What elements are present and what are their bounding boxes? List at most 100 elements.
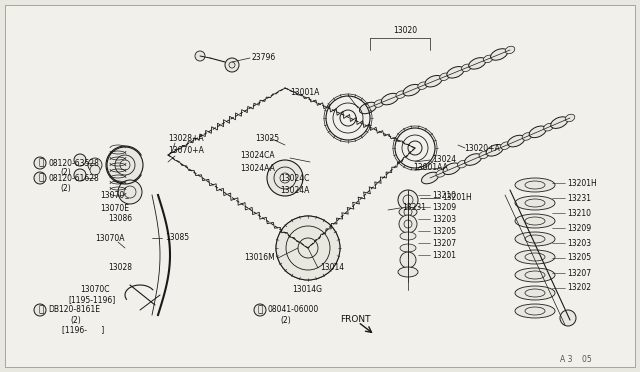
Text: 13070A: 13070A (95, 234, 125, 243)
Ellipse shape (515, 250, 555, 264)
Ellipse shape (515, 268, 555, 282)
Ellipse shape (425, 76, 442, 87)
Text: 13202: 13202 (567, 283, 591, 292)
Text: 13024A: 13024A (280, 186, 310, 195)
Ellipse shape (543, 124, 553, 131)
Text: 13205: 13205 (432, 227, 456, 235)
Ellipse shape (515, 196, 555, 210)
Text: 13201H: 13201H (442, 192, 472, 202)
Text: 13025: 13025 (255, 134, 279, 142)
Ellipse shape (515, 304, 555, 318)
Text: 13086: 13086 (108, 214, 132, 222)
Circle shape (34, 304, 46, 316)
Text: 13201: 13201 (432, 250, 456, 260)
Text: 13210: 13210 (567, 208, 591, 218)
Text: DB120-8161E: DB120-8161E (48, 305, 100, 314)
Text: 13070+A: 13070+A (168, 145, 204, 154)
Circle shape (400, 252, 416, 268)
Ellipse shape (400, 232, 416, 240)
Text: 13231: 13231 (402, 202, 426, 212)
Ellipse shape (500, 142, 510, 150)
Ellipse shape (515, 214, 555, 228)
Circle shape (74, 169, 86, 181)
Circle shape (107, 147, 143, 183)
Ellipse shape (479, 151, 489, 159)
Text: 13014G: 13014G (292, 285, 322, 295)
Text: 13020: 13020 (393, 26, 417, 35)
Text: 13024: 13024 (432, 154, 456, 164)
Circle shape (90, 165, 100, 175)
Text: 13014: 13014 (320, 263, 344, 273)
Ellipse shape (508, 135, 525, 147)
Text: 13001AA: 13001AA (413, 163, 448, 171)
Ellipse shape (381, 93, 398, 105)
Ellipse shape (403, 84, 420, 96)
Text: 13024CA: 13024CA (240, 151, 275, 160)
Text: 13231: 13231 (567, 193, 591, 202)
Circle shape (124, 186, 136, 198)
Ellipse shape (360, 102, 376, 114)
Ellipse shape (483, 55, 493, 62)
Text: 08120-63528: 08120-63528 (48, 158, 99, 167)
Text: (2): (2) (280, 315, 291, 324)
Ellipse shape (396, 91, 406, 98)
Text: 13016M: 13016M (244, 253, 275, 263)
Text: 13203: 13203 (567, 238, 591, 247)
Text: 13001A: 13001A (290, 87, 319, 96)
Ellipse shape (525, 181, 545, 189)
Ellipse shape (400, 244, 416, 252)
Text: 13070: 13070 (100, 190, 124, 199)
Text: 13207: 13207 (567, 269, 591, 278)
Text: 13085: 13085 (165, 232, 189, 241)
Text: 13024AA: 13024AA (240, 164, 275, 173)
Text: 13024C: 13024C (280, 173, 310, 183)
Text: Ⓑ: Ⓑ (38, 173, 44, 183)
Text: (2): (2) (70, 315, 81, 324)
Ellipse shape (505, 46, 515, 54)
Text: [1196-      ]: [1196- ] (62, 326, 104, 334)
Text: 13028: 13028 (108, 263, 132, 273)
Circle shape (280, 173, 290, 183)
Text: 13028+A: 13028+A (168, 134, 204, 142)
Text: Ⓑ: Ⓑ (38, 158, 44, 167)
Circle shape (120, 160, 130, 170)
Ellipse shape (525, 289, 545, 297)
Circle shape (229, 62, 235, 68)
Circle shape (276, 216, 340, 280)
Circle shape (254, 304, 266, 316)
Text: 13201H: 13201H (567, 179, 596, 187)
Ellipse shape (525, 271, 545, 279)
Ellipse shape (525, 253, 545, 261)
Ellipse shape (486, 144, 503, 156)
Text: 13070C: 13070C (80, 285, 109, 295)
Ellipse shape (468, 58, 486, 69)
Ellipse shape (418, 82, 428, 89)
Ellipse shape (529, 126, 546, 138)
Circle shape (274, 167, 296, 189)
Ellipse shape (565, 114, 575, 122)
Text: 08041-06000: 08041-06000 (268, 305, 319, 314)
FancyBboxPatch shape (5, 5, 635, 367)
Text: 23796: 23796 (252, 52, 276, 61)
Circle shape (404, 220, 412, 228)
Text: 13020+A: 13020+A (464, 144, 500, 153)
Text: 13203: 13203 (432, 215, 456, 224)
Text: 13209: 13209 (432, 202, 456, 212)
Text: 13207: 13207 (432, 238, 456, 247)
Ellipse shape (465, 154, 481, 165)
Circle shape (225, 58, 239, 72)
Circle shape (115, 155, 135, 175)
Text: 08120-61628: 08120-61628 (48, 173, 99, 183)
Circle shape (398, 190, 418, 210)
Circle shape (267, 160, 303, 196)
Ellipse shape (490, 49, 508, 60)
Circle shape (118, 180, 142, 204)
Circle shape (286, 226, 330, 270)
Circle shape (88, 158, 102, 172)
Ellipse shape (515, 178, 555, 192)
Ellipse shape (525, 235, 545, 243)
Text: 13205: 13205 (567, 253, 591, 263)
Ellipse shape (522, 133, 532, 140)
Ellipse shape (399, 207, 417, 217)
Ellipse shape (398, 267, 418, 277)
